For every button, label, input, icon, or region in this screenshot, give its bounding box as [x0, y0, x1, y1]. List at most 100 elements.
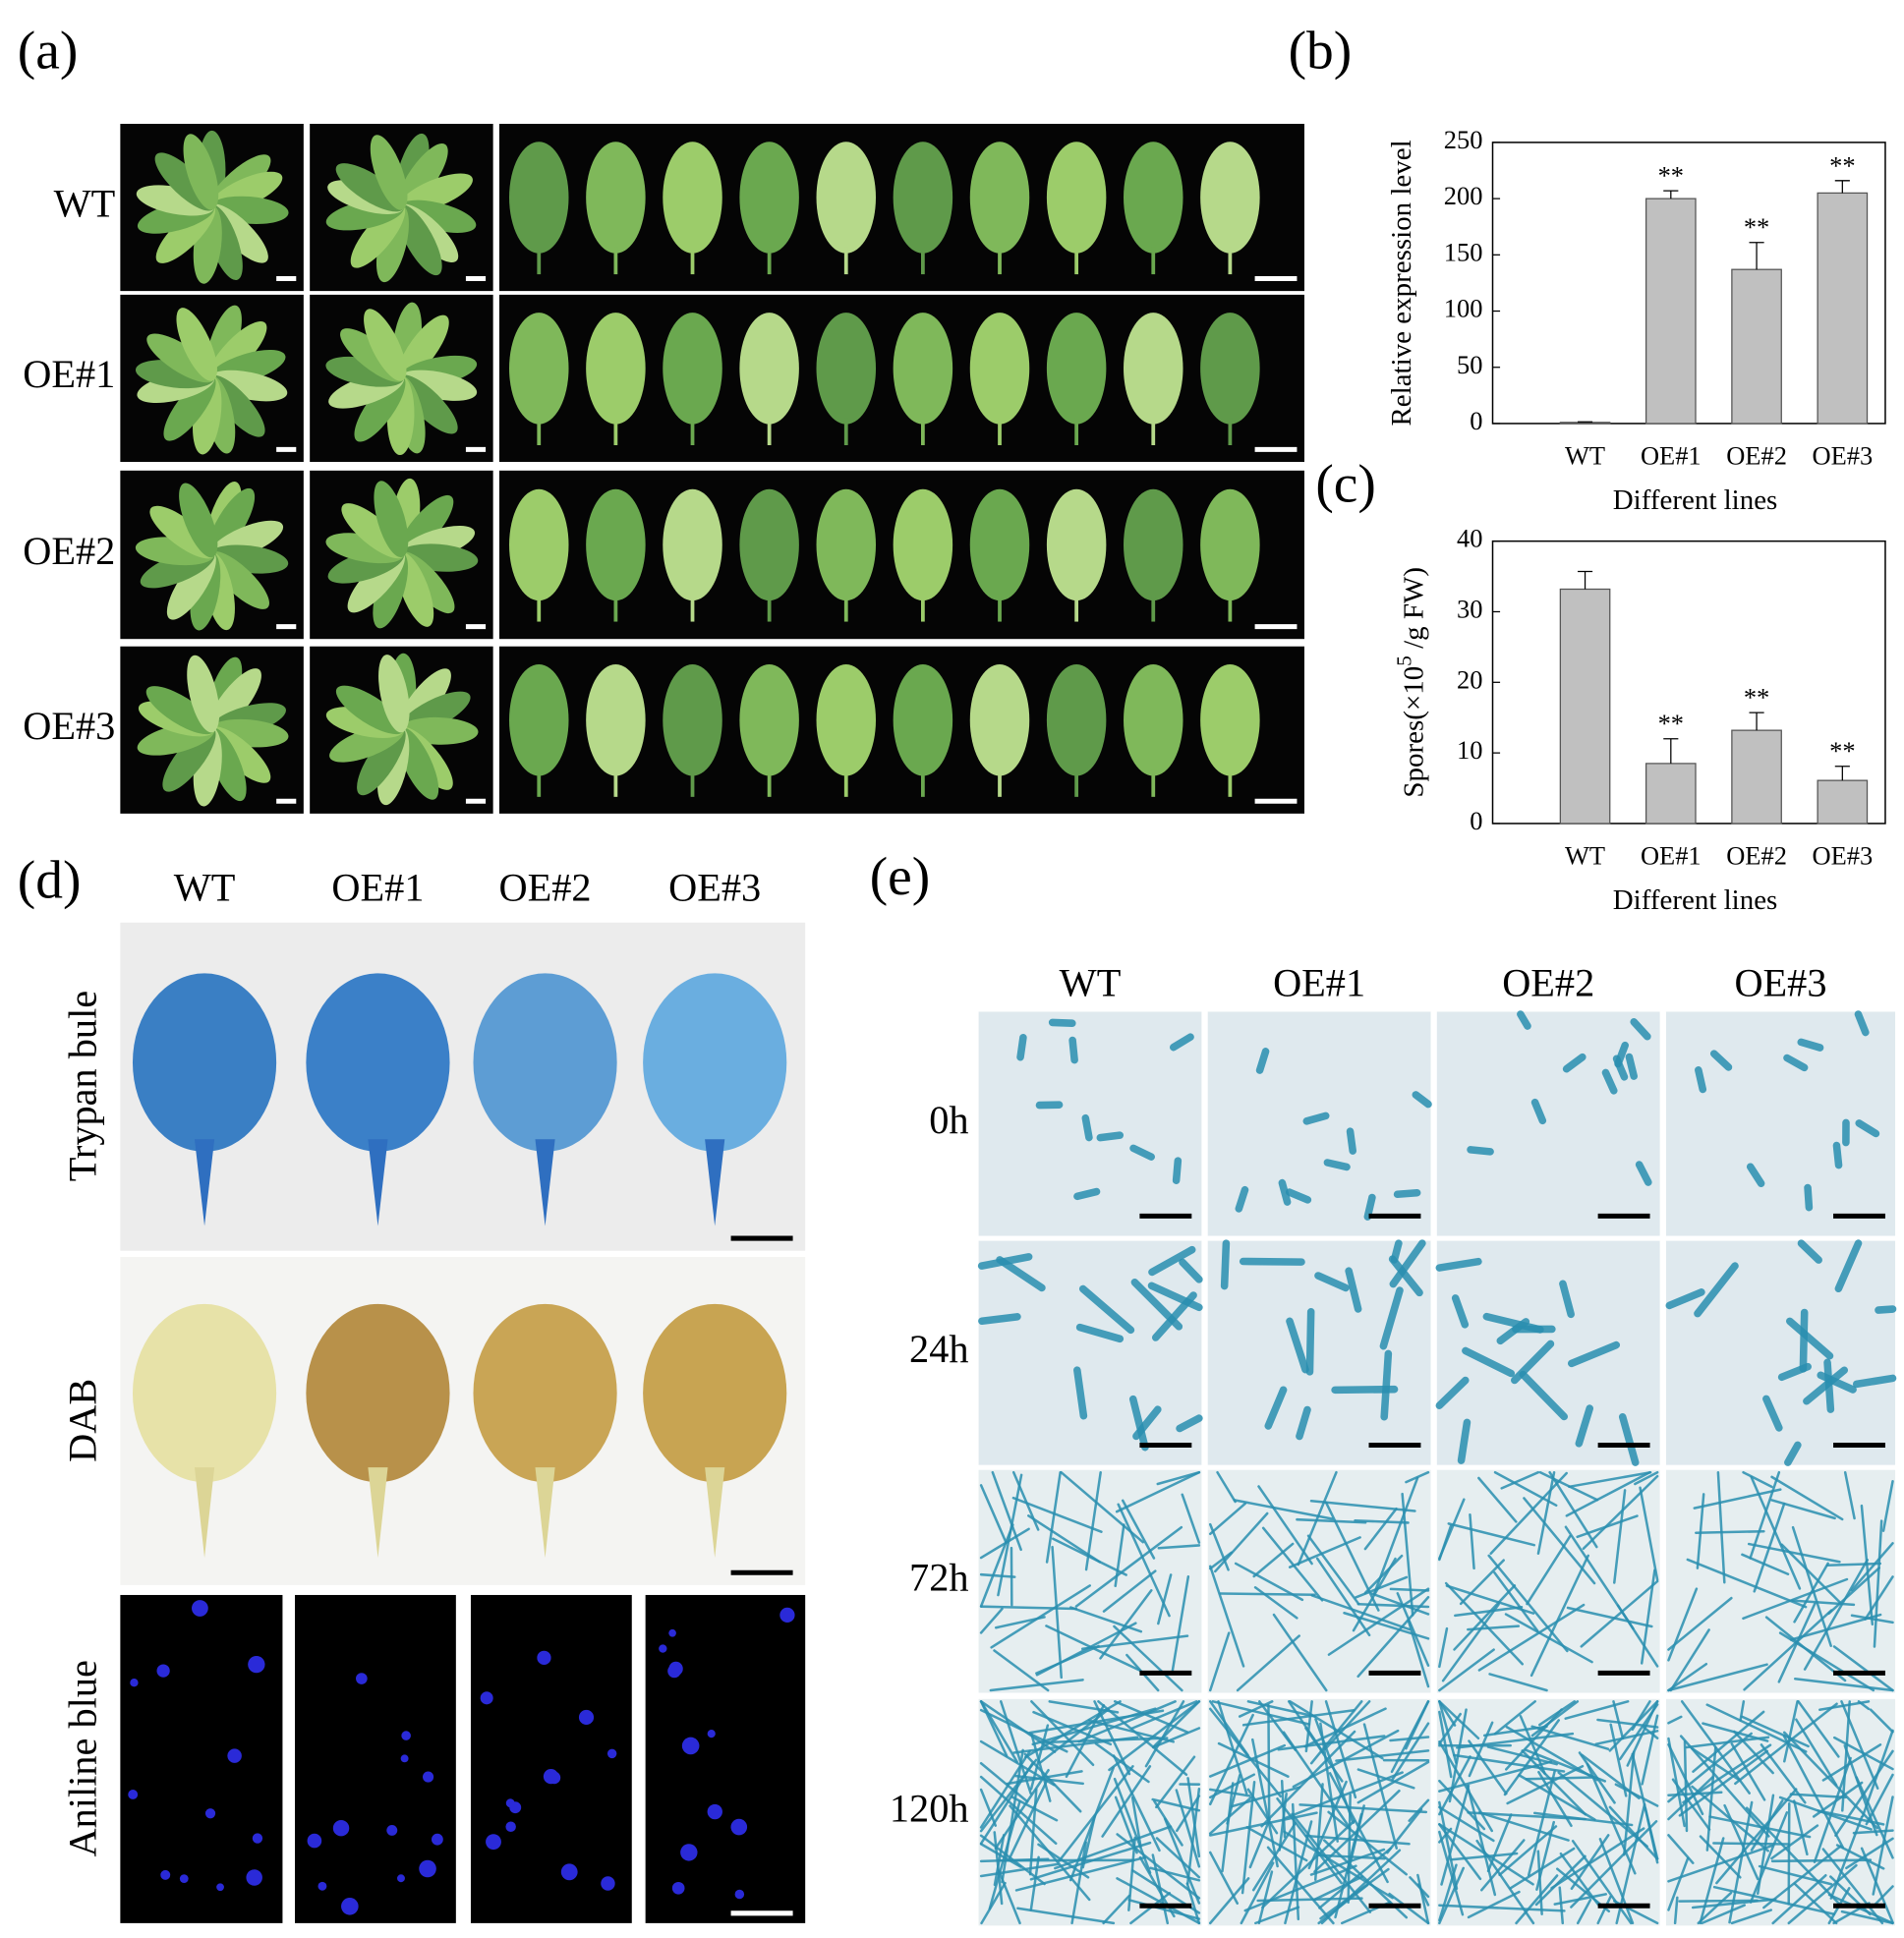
leaf — [1200, 664, 1260, 776]
hypha — [1438, 1755, 1471, 1816]
leaf — [663, 488, 722, 601]
hypha — [1029, 1724, 1050, 1791]
hypha — [1821, 1848, 1884, 1925]
hypha — [1386, 1807, 1423, 1854]
hypha — [1051, 1545, 1064, 1680]
hypha — [1538, 1470, 1599, 1502]
hypha — [1493, 1700, 1536, 1736]
hypha — [996, 1256, 1046, 1292]
callose-dot — [659, 1644, 667, 1653]
x-axis-label: Different lines — [1613, 484, 1778, 516]
leaf — [739, 142, 799, 254]
callose-dot — [432, 1833, 443, 1846]
hypha — [1457, 1418, 1471, 1464]
hypha — [1730, 1909, 1773, 1925]
callose-dot — [332, 1819, 350, 1837]
callose-dot — [578, 1709, 595, 1726]
hypha — [979, 1572, 1016, 1578]
y-axis-label-part: Spores(×10 — [1398, 666, 1429, 798]
x-tick-label: OE#1 — [1641, 440, 1702, 470]
leaf — [969, 664, 1030, 776]
leaf — [335, 685, 405, 735]
hypha — [1151, 1797, 1201, 1812]
hypha — [1078, 1284, 1135, 1335]
hypha — [979, 1834, 1046, 1886]
hypha — [1665, 1288, 1705, 1310]
panel-label: (b) — [1289, 20, 1353, 80]
hypha — [1696, 1493, 1705, 1569]
hypha — [1115, 1470, 1201, 1513]
hypha — [979, 1484, 1008, 1544]
hypha — [1477, 1603, 1586, 1672]
hypha — [1453, 1753, 1566, 1773]
hypha — [1065, 1703, 1106, 1779]
hypha — [1208, 1811, 1318, 1837]
hypha — [1557, 1771, 1648, 1848]
hypha — [1127, 1836, 1136, 1911]
hypha — [1175, 1789, 1201, 1868]
hypha — [1214, 1511, 1269, 1573]
hypha — [1251, 1821, 1297, 1892]
significance: ** — [1829, 150, 1855, 180]
hypha — [1749, 1470, 1781, 1560]
hypha — [1667, 1715, 1683, 1725]
hypha — [1181, 1493, 1201, 1544]
hypha — [1608, 1700, 1659, 1752]
hypha — [1770, 1499, 1836, 1520]
leaf — [739, 488, 799, 601]
hypha — [1564, 1700, 1630, 1720]
hypha — [1515, 1874, 1559, 1925]
hypha — [1388, 1255, 1423, 1297]
hypha — [1372, 1476, 1419, 1596]
hypha — [1016, 1034, 1027, 1061]
bar — [1817, 192, 1869, 425]
leaf — [187, 655, 220, 733]
significance: ** — [1658, 161, 1684, 191]
hypha — [1827, 1567, 1881, 1616]
row-label: Aniline blue — [61, 1660, 105, 1856]
hypha — [1692, 1710, 1765, 1773]
y-tick-label: 0 — [1470, 806, 1482, 835]
y-axis-label-part: /g FW) — [1398, 567, 1429, 656]
leaf — [1124, 142, 1183, 254]
hypha — [1462, 1346, 1516, 1378]
hypha — [1580, 1579, 1659, 1648]
panel-label: (a) — [18, 20, 79, 80]
y-axis-label-part: Relative expression level — [1385, 140, 1416, 426]
hypha — [1743, 1609, 1833, 1691]
hypha — [1764, 1616, 1847, 1682]
hypha — [1529, 1554, 1589, 1678]
significance: ** — [1829, 736, 1855, 766]
hypha — [1534, 1854, 1587, 1907]
hypha — [1438, 1740, 1494, 1833]
hypha — [1667, 1587, 1699, 1662]
hypha — [1261, 1819, 1356, 1910]
hypha — [1493, 1470, 1558, 1508]
hypha — [1362, 1723, 1399, 1850]
hypha — [1586, 1763, 1637, 1875]
hypha — [1315, 1557, 1371, 1637]
leaf — [183, 134, 219, 210]
error-bar — [1749, 712, 1764, 731]
callose-dot — [397, 1874, 405, 1883]
hypha — [1641, 1714, 1659, 1786]
hypha — [1297, 1470, 1338, 1567]
hypha — [1114, 1523, 1125, 1588]
hypha — [1094, 1741, 1150, 1784]
photo — [645, 1594, 806, 1923]
hypha — [1565, 1470, 1651, 1517]
petiole — [368, 1139, 388, 1226]
hypha — [1324, 1700, 1357, 1799]
hypha — [1035, 1622, 1137, 1677]
hypha — [1313, 1783, 1324, 1881]
hypha — [978, 1313, 1021, 1326]
hypha — [1568, 1470, 1652, 1489]
hypha — [1113, 1700, 1189, 1734]
hypha — [1523, 1497, 1596, 1585]
hypha — [1029, 1855, 1040, 1911]
hypha — [1596, 1718, 1659, 1729]
hypha — [1797, 1038, 1824, 1052]
leaf — [1046, 488, 1107, 601]
hypha — [1667, 1834, 1695, 1864]
leaf — [398, 200, 477, 233]
